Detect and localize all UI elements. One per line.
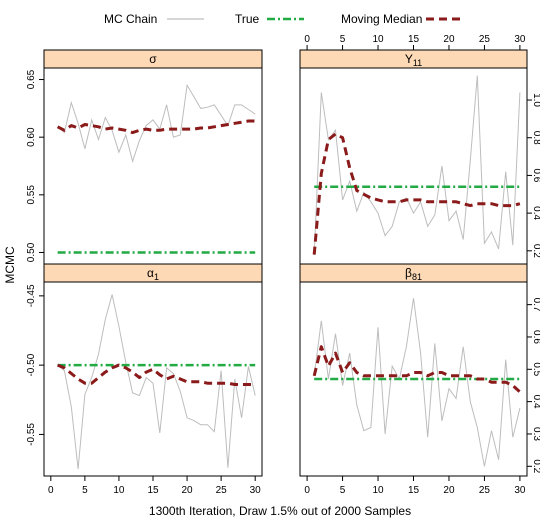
x-tick-label-beta81: 0 bbox=[304, 485, 310, 496]
y-tick-label-sigma: 0.50 bbox=[26, 242, 37, 262]
series-mc-chain-y11 bbox=[313, 75, 521, 255]
panel-frame-sigma bbox=[43, 67, 263, 265]
panel-title-sigma: σ bbox=[149, 52, 157, 66]
x-axis-y11: 0 5 10 15 20 25 30 bbox=[304, 34, 526, 50]
y-axis-y11: 0.2 0.4 0.6 0.8 1.0 bbox=[527, 93, 540, 258]
y-axis-title: MCMC bbox=[3, 246, 17, 284]
y-tick-label-alpha1: -0.50 bbox=[26, 353, 37, 376]
panel-sigma: σ 0.50 0.55 0.60 0.65 bbox=[26, 49, 263, 265]
y-tick-label-y11: 0.4 bbox=[531, 206, 540, 220]
x-tick-label-y11: 20 bbox=[443, 34, 455, 45]
x-tick-label-alpha1: 5 bbox=[82, 485, 88, 496]
panel-alpha1: α1 -0.55 -0.50 -0.45 0 5 10 15 20 25 30 bbox=[26, 263, 263, 496]
y-tick-label-beta81: 0.2 bbox=[531, 459, 540, 473]
x-tick-label-y11: 15 bbox=[408, 34, 420, 45]
x-tick-label-alpha1: 15 bbox=[147, 485, 159, 496]
y-tick-label-y11: 0.6 bbox=[531, 168, 540, 182]
panel-title-subscript-y11: 11 bbox=[413, 58, 422, 68]
x-axis-alpha1: 0 5 10 15 20 25 30 bbox=[48, 476, 261, 496]
x-tick-label-beta81: 10 bbox=[372, 485, 384, 496]
y-tick-label-sigma: 0.60 bbox=[26, 127, 37, 147]
legend-label-mc-chain: MC Chain bbox=[104, 12, 157, 26]
y-axis-alpha1: -0.55 -0.50 -0.45 bbox=[26, 284, 44, 446]
y-axis-beta81: 0.2 0.3 0.4 0.5 0.6 0.7 bbox=[527, 298, 540, 474]
x-tick-label-beta81: 30 bbox=[514, 485, 526, 496]
y-tick-label-beta81: 0.5 bbox=[531, 362, 540, 376]
y-tick-label-beta81: 0.7 bbox=[531, 298, 540, 312]
x-tick-label-y11: 25 bbox=[479, 34, 491, 45]
x-axis-beta81: 0 5 10 15 20 25 30 bbox=[304, 476, 526, 496]
y-tick-label-beta81: 0.6 bbox=[531, 330, 540, 344]
x-tick-label-beta81: 15 bbox=[408, 485, 420, 496]
y-tick-label-y11: 0.8 bbox=[531, 131, 540, 145]
x-tick-label-alpha1: 30 bbox=[250, 485, 262, 496]
y-tick-label-alpha1: -0.45 bbox=[26, 284, 37, 307]
series-moving-median-y11 bbox=[312, 132, 521, 255]
panel-title-alpha1: α1 bbox=[147, 266, 159, 282]
series-moving-median-sigma bbox=[56, 119, 256, 135]
x-tick-label-y11: 30 bbox=[514, 34, 526, 45]
series-mc-chain-sigma bbox=[57, 83, 256, 164]
series-moving-median-alpha1 bbox=[57, 363, 256, 386]
legend-label-true: True bbox=[235, 12, 260, 26]
x-tick-label-alpha1: 25 bbox=[216, 485, 228, 496]
x-tick-label-beta81: 25 bbox=[479, 485, 491, 496]
x-tick-label-y11: 10 bbox=[372, 34, 384, 45]
series-mc-chain-beta81 bbox=[313, 298, 521, 467]
x-tick-label-alpha1: 10 bbox=[113, 485, 125, 496]
y-tick-label-beta81: 0.4 bbox=[531, 395, 540, 409]
x-axis-title: 1300th Iteration, Draw 1.5% out of 2000 … bbox=[149, 504, 411, 518]
series-mc-chain-alpha1 bbox=[57, 294, 256, 470]
legend: MC Chain True Moving Median bbox=[104, 12, 464, 26]
x-tick-label-y11: 0 bbox=[304, 34, 310, 45]
y-tick-label-alpha1: -0.55 bbox=[26, 423, 37, 446]
y-axis-sigma: 0.50 0.55 0.60 0.65 bbox=[26, 69, 44, 262]
y-tick-label-sigma: 0.65 bbox=[26, 69, 37, 89]
y-tick-label-sigma: 0.55 bbox=[26, 185, 37, 205]
panel-title-subscript-alpha1: 1 bbox=[154, 272, 159, 282]
x-tick-label-beta81: 20 bbox=[443, 485, 455, 496]
y-tick-label-y11: 0.2 bbox=[531, 244, 540, 258]
legend-label-moving-median: Moving Median bbox=[341, 12, 422, 26]
y-tick-label-y11: 1.0 bbox=[531, 93, 540, 107]
series-moving-median-beta81 bbox=[312, 345, 521, 394]
x-tick-label-beta81: 5 bbox=[340, 485, 346, 496]
y-tick-label-beta81: 0.3 bbox=[531, 427, 540, 441]
panel-title-subscript-beta81: 81 bbox=[412, 272, 422, 282]
x-tick-label-y11: 5 bbox=[340, 34, 346, 45]
x-tick-label-alpha1: 0 bbox=[48, 485, 54, 496]
x-tick-label-alpha1: 20 bbox=[182, 485, 194, 496]
